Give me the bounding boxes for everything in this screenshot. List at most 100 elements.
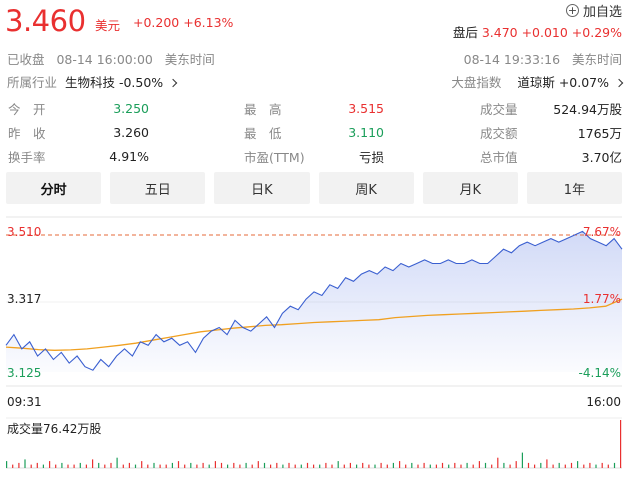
currency-label: 美元 <box>95 18 121 33</box>
volume-bar <box>208 464 210 468</box>
after-hours-time: 08-14 19:33:16 美东时间 <box>464 49 622 68</box>
volume-bar <box>386 464 388 468</box>
last-price: 3.460 <box>5 4 86 38</box>
amount-label: 成交额 <box>480 125 518 141</box>
volume-bar <box>98 462 100 468</box>
volume-bar <box>128 462 130 468</box>
volume-bar <box>607 464 609 468</box>
after-hours-label: 盘后 <box>452 25 478 40</box>
volume-bar <box>42 464 44 468</box>
volume-bar <box>196 464 198 468</box>
volume-bar <box>276 462 278 468</box>
volume-bar <box>67 464 69 468</box>
volume-bar <box>233 462 235 468</box>
volume-bar <box>491 464 493 468</box>
volume-bar <box>349 462 351 468</box>
volume-bar <box>12 464 14 468</box>
volume-bar <box>441 462 444 468</box>
volume-bar <box>55 464 57 468</box>
volume-bar <box>583 464 585 468</box>
volume-total-label: 成交量76.42万股 <box>7 422 102 436</box>
volume-bar <box>282 464 284 468</box>
add-watchlist-button[interactable]: + 加自选 <box>565 1 622 20</box>
market-index-label: 大盘指数 <box>451 75 502 90</box>
prev-close-value: 3.260 <box>113 124 149 140</box>
volume-bar <box>595 464 597 468</box>
close-timezone: 美东时间 <box>164 52 215 67</box>
volume-bar <box>521 452 523 468</box>
volume-bar <box>263 462 266 468</box>
volume-bar <box>564 464 566 468</box>
low-value: 3.110 <box>348 124 384 140</box>
market-index-link[interactable]: 大盘指数 道琼斯 +0.07% <box>451 72 624 91</box>
add-watchlist-label: 加自选 <box>582 5 622 20</box>
volume-bar <box>509 464 511 468</box>
volume-bar <box>325 462 327 468</box>
volume-bar <box>515 461 517 468</box>
y-pct-bottom: -4.14% <box>578 366 621 380</box>
closed-label: 已收盘 <box>7 52 45 67</box>
volume-bar <box>484 462 487 468</box>
tab-daily-k[interactable]: 日K <box>214 172 310 204</box>
volume-bar <box>478 461 480 468</box>
volume-bar <box>73 464 75 468</box>
tab-monthly-k[interactable]: 月K <box>422 172 518 204</box>
volume-bar <box>589 462 591 468</box>
volume-bar <box>251 464 253 468</box>
volume-bar <box>245 462 247 468</box>
tab-weekly-k[interactable]: 周K <box>318 172 414 204</box>
volume-bar <box>294 464 296 468</box>
volume-bar <box>429 464 431 468</box>
volume-bar <box>24 459 26 468</box>
tab-five-day[interactable]: 五日 <box>110 172 206 204</box>
volume-bar <box>362 462 364 468</box>
industry-link[interactable]: 所属行业 生物科技 -0.50% <box>7 72 178 91</box>
industry-name: 生物科技 <box>64 75 115 90</box>
volume-bar <box>270 464 272 468</box>
tab-one-year[interactable]: 1年 <box>526 172 623 204</box>
volume-bar <box>534 464 536 468</box>
after-hours-value: 3.470 +0.010 +0.29% <box>481 25 622 40</box>
volume-bar <box>503 462 505 468</box>
volume-bar <box>122 464 124 468</box>
volume-bar <box>159 464 161 468</box>
volume-bar <box>448 464 450 468</box>
volume-bar <box>577 461 579 468</box>
tab-intraday[interactable]: 分时 <box>6 172 102 204</box>
volume-bar <box>368 464 370 468</box>
pe-label: 市盈(TTM) <box>244 149 305 165</box>
x-label-start: 09:31 <box>7 395 42 409</box>
volume-bar <box>184 464 186 468</box>
price-area-fill <box>6 231 622 372</box>
y-pct-mid: 1.77% <box>582 292 621 306</box>
price-change: +0.200 +6.13% <box>133 15 234 30</box>
volume-value: 524.94万股 <box>553 101 622 117</box>
market-cap-value: 3.70亿 <box>581 149 622 165</box>
volume-bar <box>313 464 315 468</box>
volume-bar <box>380 462 382 468</box>
volume-bar <box>227 464 229 468</box>
volume-bar <box>257 461 259 468</box>
volume-bar <box>374 464 376 468</box>
volume-bar <box>300 464 302 468</box>
average-price-line <box>5 298 623 351</box>
volume-bar <box>104 464 106 468</box>
volume-bar <box>331 464 333 468</box>
industry-change: -0.50% <box>118 75 164 90</box>
index-name: 道琼斯 <box>517 75 555 90</box>
volume-bar <box>343 464 345 468</box>
volume-bar <box>141 461 143 468</box>
volume-bar <box>190 462 192 468</box>
volume-bar <box>540 462 542 468</box>
high-value: 3.515 <box>348 100 384 116</box>
volume-label: 成交量 <box>480 101 518 117</box>
volume-bar <box>411 462 413 468</box>
index-change: +0.07% <box>558 75 610 90</box>
volume-bar <box>165 464 167 468</box>
volume-bar <box>134 464 137 468</box>
y-label-top: 3.510 <box>7 225 42 239</box>
volume-bar <box>546 459 548 468</box>
ah-time: 08-14 19:33:16 <box>463 52 561 67</box>
market-status: 已收盘 08-14 16:00:00 美东时间 <box>7 49 215 68</box>
